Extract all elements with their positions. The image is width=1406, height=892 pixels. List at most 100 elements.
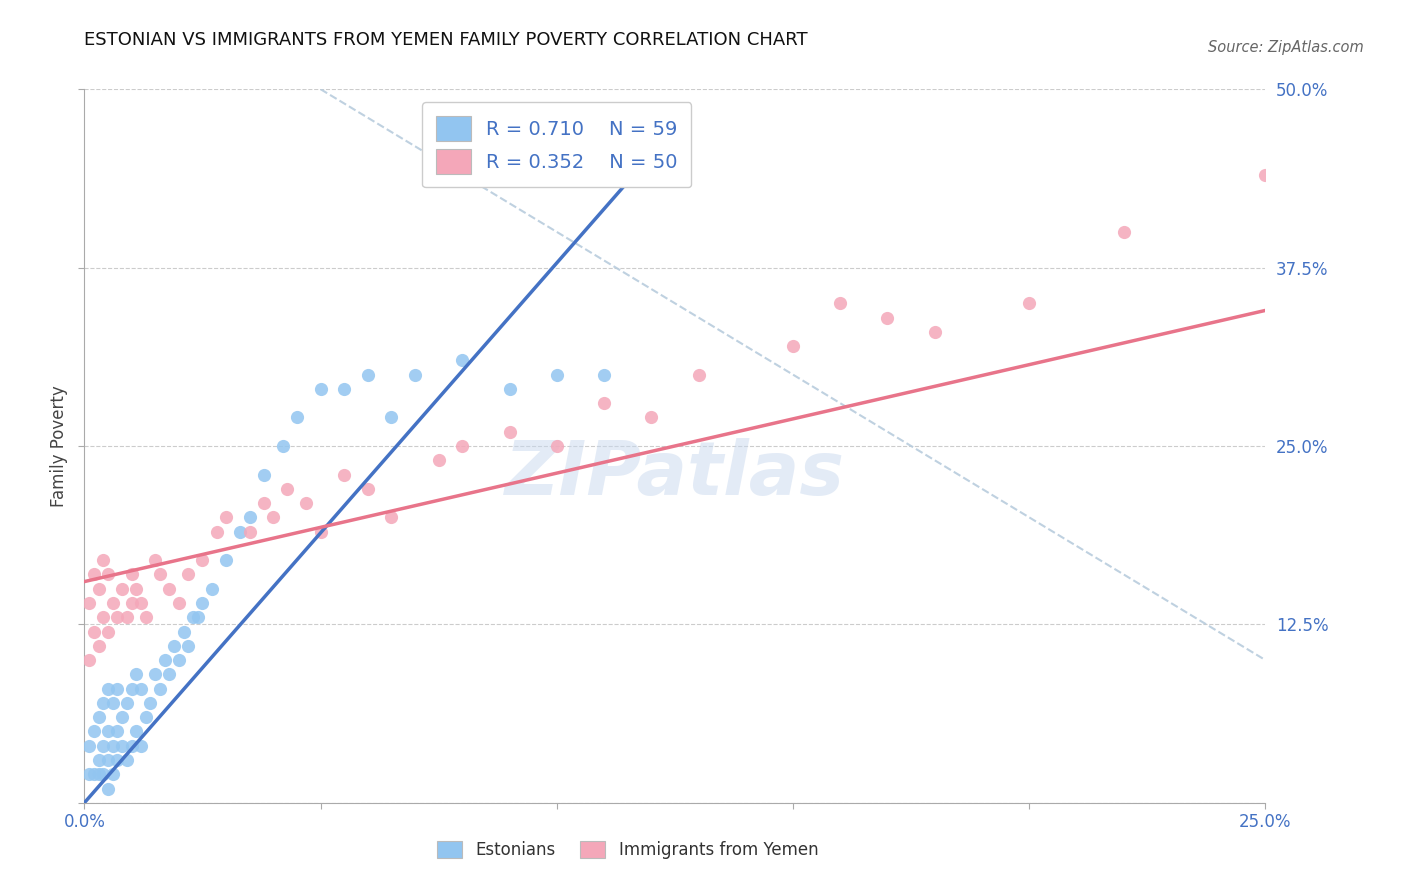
Point (451, 353, 474, 368)
Point (97, 624, 120, 639)
Point (139, 696, 162, 710)
Point (215, 553, 238, 567)
Y-axis label: Family Poverty: Family Poverty (49, 385, 67, 507)
Point (143, 553, 166, 567)
Point (91, 767, 114, 781)
Point (87, 639, 110, 653)
Point (546, 439, 568, 453)
Point (101, 739, 124, 753)
Point (177, 639, 200, 653)
Point (101, 767, 124, 781)
Point (97, 681, 120, 696)
Point (253, 467, 276, 482)
Point (149, 567, 172, 582)
Point (77, 653, 100, 667)
Point (498, 382, 520, 396)
Point (97, 781, 120, 796)
Point (191, 596, 214, 610)
Point (91, 696, 114, 710)
Point (173, 624, 195, 639)
Point (101, 696, 124, 710)
Point (87, 753, 110, 767)
Point (451, 439, 474, 453)
Point (640, 410, 662, 425)
Point (135, 710, 157, 724)
Point (101, 596, 124, 610)
Point (91, 739, 114, 753)
Point (333, 467, 356, 482)
Point (77, 739, 100, 753)
Point (97, 724, 120, 739)
Point (121, 681, 143, 696)
Point (115, 753, 138, 767)
Point (83, 624, 105, 639)
Point (262, 510, 284, 524)
Point (215, 510, 238, 524)
Point (125, 582, 148, 596)
Point (380, 410, 402, 425)
Point (97, 567, 120, 582)
Point (121, 596, 143, 610)
Point (1112, 225, 1135, 239)
Point (333, 382, 356, 396)
Point (121, 567, 143, 582)
Point (107, 753, 129, 767)
Point (129, 596, 152, 610)
Point (91, 610, 114, 624)
Point (107, 610, 129, 624)
Point (167, 596, 190, 610)
Point (1018, 296, 1040, 310)
Point (593, 368, 616, 382)
Point (876, 310, 898, 325)
Point (143, 667, 166, 681)
Point (125, 667, 148, 681)
Point (97, 753, 120, 767)
Legend: Estonians, Immigrants from Yemen: Estonians, Immigrants from Yemen (430, 834, 825, 866)
Point (107, 681, 129, 696)
Point (295, 496, 318, 510)
Point (181, 610, 204, 624)
Point (153, 653, 176, 667)
Point (357, 368, 380, 382)
Point (187, 610, 209, 624)
Point (107, 724, 129, 739)
Point (201, 582, 224, 596)
Point (157, 667, 180, 681)
Point (276, 482, 298, 496)
Point (191, 553, 214, 567)
Point (205, 524, 228, 539)
Point (271, 439, 294, 453)
Point (125, 724, 148, 739)
Point (115, 610, 138, 624)
Point (157, 582, 180, 596)
Point (129, 681, 152, 696)
Point (229, 524, 252, 539)
Point (77, 767, 100, 781)
Point (239, 524, 262, 539)
Point (111, 739, 134, 753)
Point (498, 425, 520, 439)
Point (83, 724, 105, 739)
Point (924, 325, 946, 339)
Point (111, 582, 134, 596)
Point (135, 610, 157, 624)
Point (830, 296, 852, 310)
Point (87, 767, 110, 781)
Point (1254, 168, 1277, 182)
Point (149, 681, 172, 696)
Point (357, 482, 380, 496)
Point (77, 596, 100, 610)
Point (546, 368, 568, 382)
Point (163, 639, 186, 653)
Point (309, 382, 332, 396)
Point (782, 339, 804, 353)
Point (129, 739, 152, 753)
Point (380, 510, 402, 524)
Point (91, 553, 114, 567)
Point (285, 410, 308, 425)
Point (115, 696, 138, 710)
Point (688, 368, 710, 382)
Point (121, 739, 143, 753)
Point (309, 524, 332, 539)
Point (404, 368, 426, 382)
